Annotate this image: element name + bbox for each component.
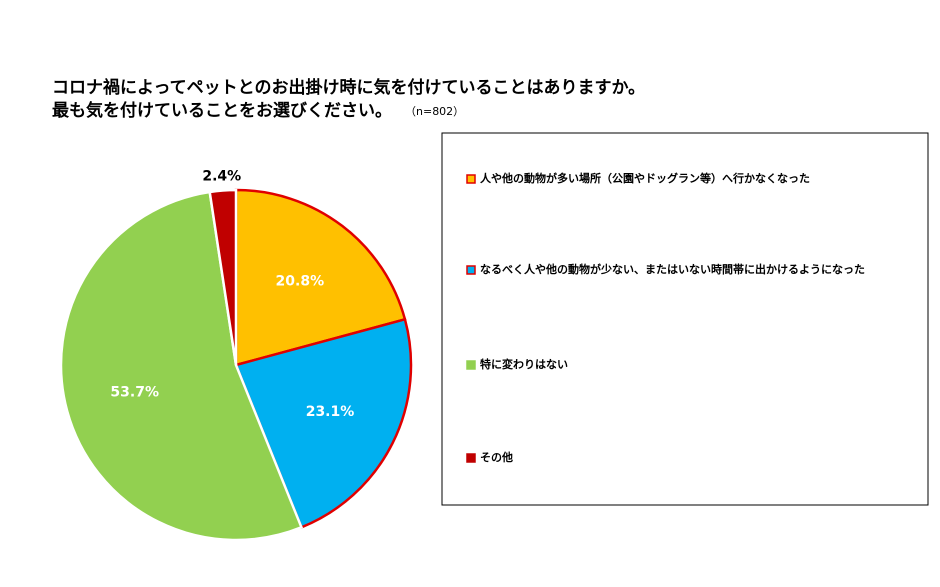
legend-marker — [466, 265, 476, 275]
pie-slice — [208, 188, 238, 366]
legend-marker — [466, 174, 476, 184]
pie-slice — [234, 188, 407, 367]
pie-slice — [234, 317, 413, 529]
legend-label: 人や他の動物が多い場所（公園やドッグラン等）へ行かなくなった — [480, 171, 810, 185]
legend-box — [441, 132, 929, 506]
legend-marker — [466, 360, 476, 370]
legend-label: その他 — [480, 450, 513, 464]
data-label: 20.8% — [276, 274, 325, 290]
pie-slice — [59, 190, 304, 542]
chart-title: コロナ禍によってペットとのお出掛け時に気を付けていることはありますか。 — [52, 77, 645, 98]
chart-title: 最も気を付けていることをお選びください。 — [52, 100, 392, 121]
data-label: 23.1% — [306, 404, 355, 420]
data-label: 2.4% — [202, 169, 241, 185]
legend-marker — [466, 453, 476, 463]
legend-label: なるべく人や他の動物が少ない、またはいない時間帯に出かけるようになった — [480, 262, 865, 276]
legend-label: 特に変わりはない — [480, 357, 568, 371]
data-label: 53.7% — [110, 385, 159, 401]
subtitle: （n=802） — [405, 105, 464, 118]
